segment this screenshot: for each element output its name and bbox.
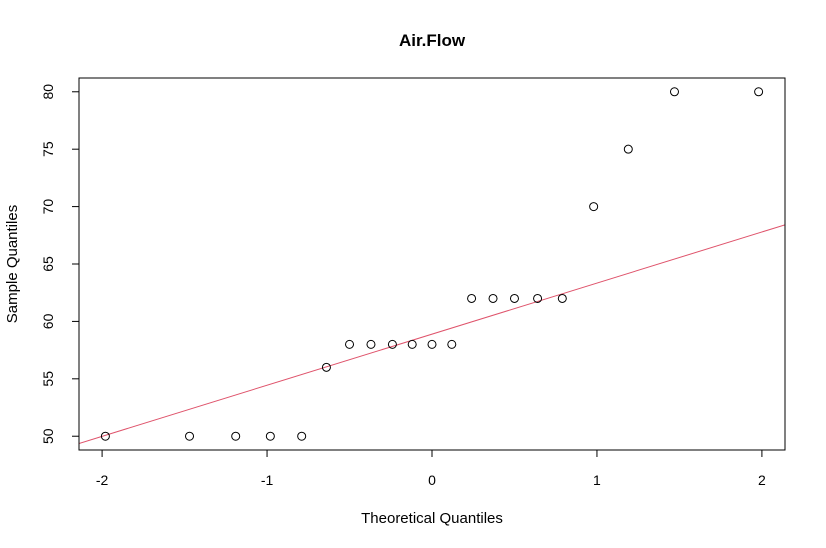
- data-point: [509, 293, 519, 303]
- y-tick-label: 75: [40, 141, 56, 157]
- x-tick-label: -2: [96, 472, 109, 488]
- data-point: [345, 339, 355, 349]
- data-point: [754, 87, 764, 97]
- data-point: [533, 293, 543, 303]
- y-axis-label: Sample Quantiles: [4, 205, 21, 323]
- x-tick-label: 0: [428, 472, 436, 488]
- plot-frame: [78, 77, 786, 451]
- y-tick-label: 70: [40, 199, 56, 215]
- data-point: [557, 293, 567, 303]
- data-point: [669, 87, 679, 97]
- y-axis: 50 55 60 65 70 75 80: [40, 84, 79, 444]
- x-axis-label: Theoretical Quantiles: [361, 510, 503, 527]
- data-point: [297, 431, 307, 441]
- qq-reference-line: [79, 224, 785, 444]
- x-tick-label: 1: [593, 472, 601, 488]
- data-point: [387, 339, 397, 349]
- data-point: [185, 431, 195, 441]
- data-point: [265, 431, 275, 441]
- data-point: [488, 293, 498, 303]
- y-tick-label: 55: [40, 371, 56, 387]
- y-tick-label: 80: [40, 84, 56, 100]
- data-point: [100, 431, 110, 441]
- data-point: [623, 144, 633, 154]
- data-point: [407, 339, 417, 349]
- data-point: [366, 339, 376, 349]
- data-point: [589, 202, 599, 212]
- data-point: [321, 362, 331, 372]
- x-tick-label: -1: [261, 472, 274, 488]
- y-tick-label: 65: [40, 256, 56, 272]
- plot-area: [79, 87, 785, 444]
- data-point: [447, 339, 457, 349]
- y-tick-label: 50: [40, 428, 56, 444]
- x-tick-label: 2: [758, 472, 766, 488]
- data-point: [467, 293, 477, 303]
- data-point: [427, 339, 437, 349]
- y-tick-label: 60: [40, 313, 56, 329]
- data-point: [231, 431, 241, 441]
- x-axis: -2 -1 0 1 2: [96, 450, 766, 488]
- chart-title: Air.Flow: [399, 31, 466, 50]
